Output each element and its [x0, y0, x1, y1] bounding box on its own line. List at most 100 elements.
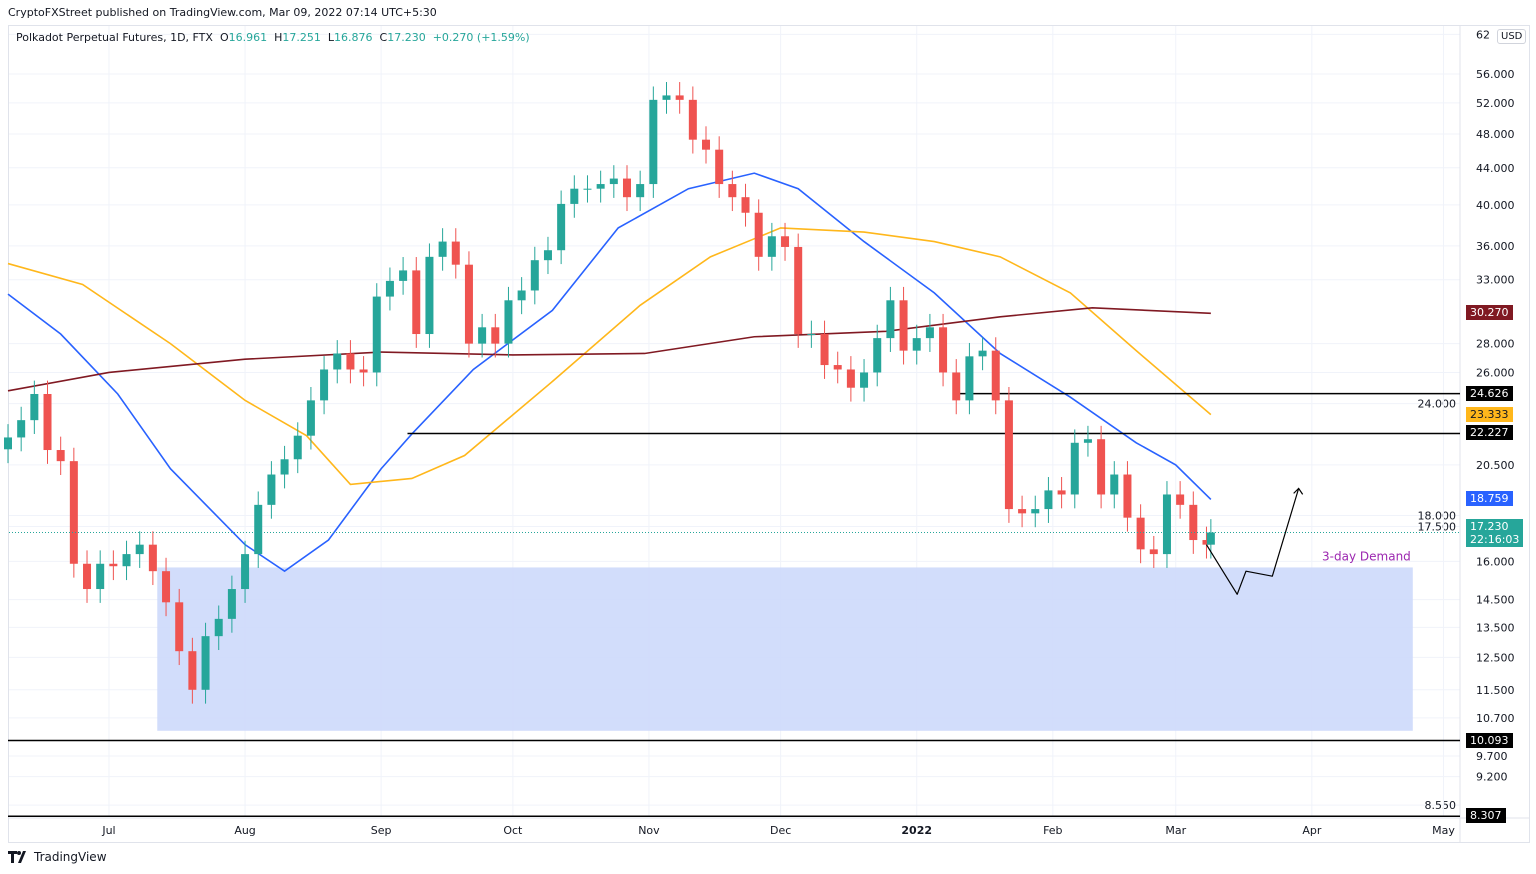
candle-body: [530, 260, 539, 291]
candle-body: [1136, 517, 1145, 550]
candle: [1044, 477, 1053, 523]
candle-body: [1004, 400, 1013, 510]
candle: [241, 540, 250, 603]
candle: [1162, 481, 1171, 568]
candle: [425, 243, 434, 348]
candle: [662, 82, 671, 114]
symbol-name: Polkadot Perpetual Futures, 1D, FTX: [16, 31, 213, 44]
candle: [741, 183, 750, 227]
candle-body: [517, 290, 526, 301]
demand-zone: [157, 567, 1413, 731]
candle: [56, 436, 65, 475]
candle: [399, 257, 408, 295]
candle: [333, 340, 342, 384]
x-tick-label: May: [1432, 824, 1455, 837]
candle-body: [135, 544, 144, 555]
candle: [227, 575, 236, 633]
y-tick-label: 62: [1476, 28, 1490, 41]
y-tick-label: 48.000: [1476, 128, 1515, 141]
candle: [517, 277, 526, 315]
y-tick-label: 20.500: [1476, 459, 1515, 472]
footer-brand[interactable]: TradingView: [8, 850, 107, 864]
candle: [188, 637, 197, 704]
brand-name: TradingView: [34, 850, 107, 864]
candle: [491, 313, 500, 358]
y-tick-label: 44.000: [1476, 162, 1515, 175]
candle: [412, 257, 421, 348]
projection-path: [1205, 488, 1300, 595]
candle: [478, 313, 487, 358]
candle-body: [491, 327, 500, 344]
candle: [162, 557, 171, 617]
candle-body: [1031, 509, 1040, 514]
candle: [69, 447, 78, 578]
candle: [4, 424, 12, 464]
candle-body: [241, 554, 250, 590]
candle-body: [583, 188, 592, 190]
candle: [596, 170, 605, 203]
high-label: H: [274, 31, 283, 44]
candle-body: [728, 184, 737, 198]
candle: [306, 386, 315, 450]
candle: [96, 550, 105, 603]
candle-body: [412, 270, 421, 335]
y-tick-label: 10.700: [1476, 712, 1515, 725]
candle: [899, 286, 908, 365]
candle-body: [596, 184, 605, 189]
y-tick-label: 24.000: [1418, 398, 1457, 411]
candle-body: [148, 544, 157, 572]
candle: [43, 380, 52, 464]
candle-body: [372, 296, 381, 373]
candle: [135, 531, 144, 568]
candle: [346, 340, 355, 384]
candle-body: [912, 338, 921, 351]
candle-body: [306, 400, 315, 436]
candle: [1097, 425, 1106, 509]
x-tick-label: Nov: [638, 824, 660, 837]
candle-body: [899, 300, 908, 351]
candle-body: [425, 256, 434, 335]
candle-body: [820, 334, 829, 366]
x-tick-label: Feb: [1043, 824, 1062, 837]
candle: [754, 199, 763, 271]
y-tick-label: 36.000: [1476, 240, 1515, 253]
candle: [1202, 526, 1211, 559]
level-price-label: 22.227: [1466, 425, 1513, 441]
candle-body: [1189, 504, 1198, 541]
y-tick-label: 52.000: [1476, 97, 1515, 110]
candle-body: [1162, 494, 1171, 555]
change-value: +0.270 (+1.59%): [432, 31, 530, 44]
x-tick-label: 2022: [901, 824, 932, 837]
candle-body: [333, 353, 342, 370]
candle-body: [557, 203, 566, 251]
y-tick-label: 13.500: [1476, 621, 1515, 634]
candle: [583, 175, 592, 203]
candle-body: [399, 270, 408, 281]
candle-body: [201, 636, 210, 690]
y-tick-label: 33.000: [1476, 274, 1515, 287]
candle: [925, 313, 934, 352]
candle-body: [662, 95, 671, 100]
candle: [675, 82, 684, 114]
y-tick-label: 8.550: [1425, 799, 1457, 812]
x-tick-label: Dec: [770, 824, 791, 837]
candle-body: [1044, 490, 1053, 510]
candle-body: [688, 99, 697, 140]
candle: [530, 246, 539, 305]
candle: [833, 351, 842, 384]
currency-button[interactable]: USD: [1497, 29, 1527, 44]
candle: [17, 406, 26, 452]
candle: [965, 342, 974, 415]
candle-body: [543, 250, 552, 261]
x-tick-label: Apr: [1302, 824, 1322, 837]
candle: [649, 86, 658, 198]
candle: [372, 283, 381, 387]
candle-body: [109, 563, 118, 567]
candle-body: [188, 651, 197, 690]
candle-body: [754, 212, 763, 257]
candle-body: [451, 241, 460, 265]
candle-body: [609, 178, 618, 185]
candle: [702, 126, 711, 164]
candle-body: [267, 474, 276, 505]
